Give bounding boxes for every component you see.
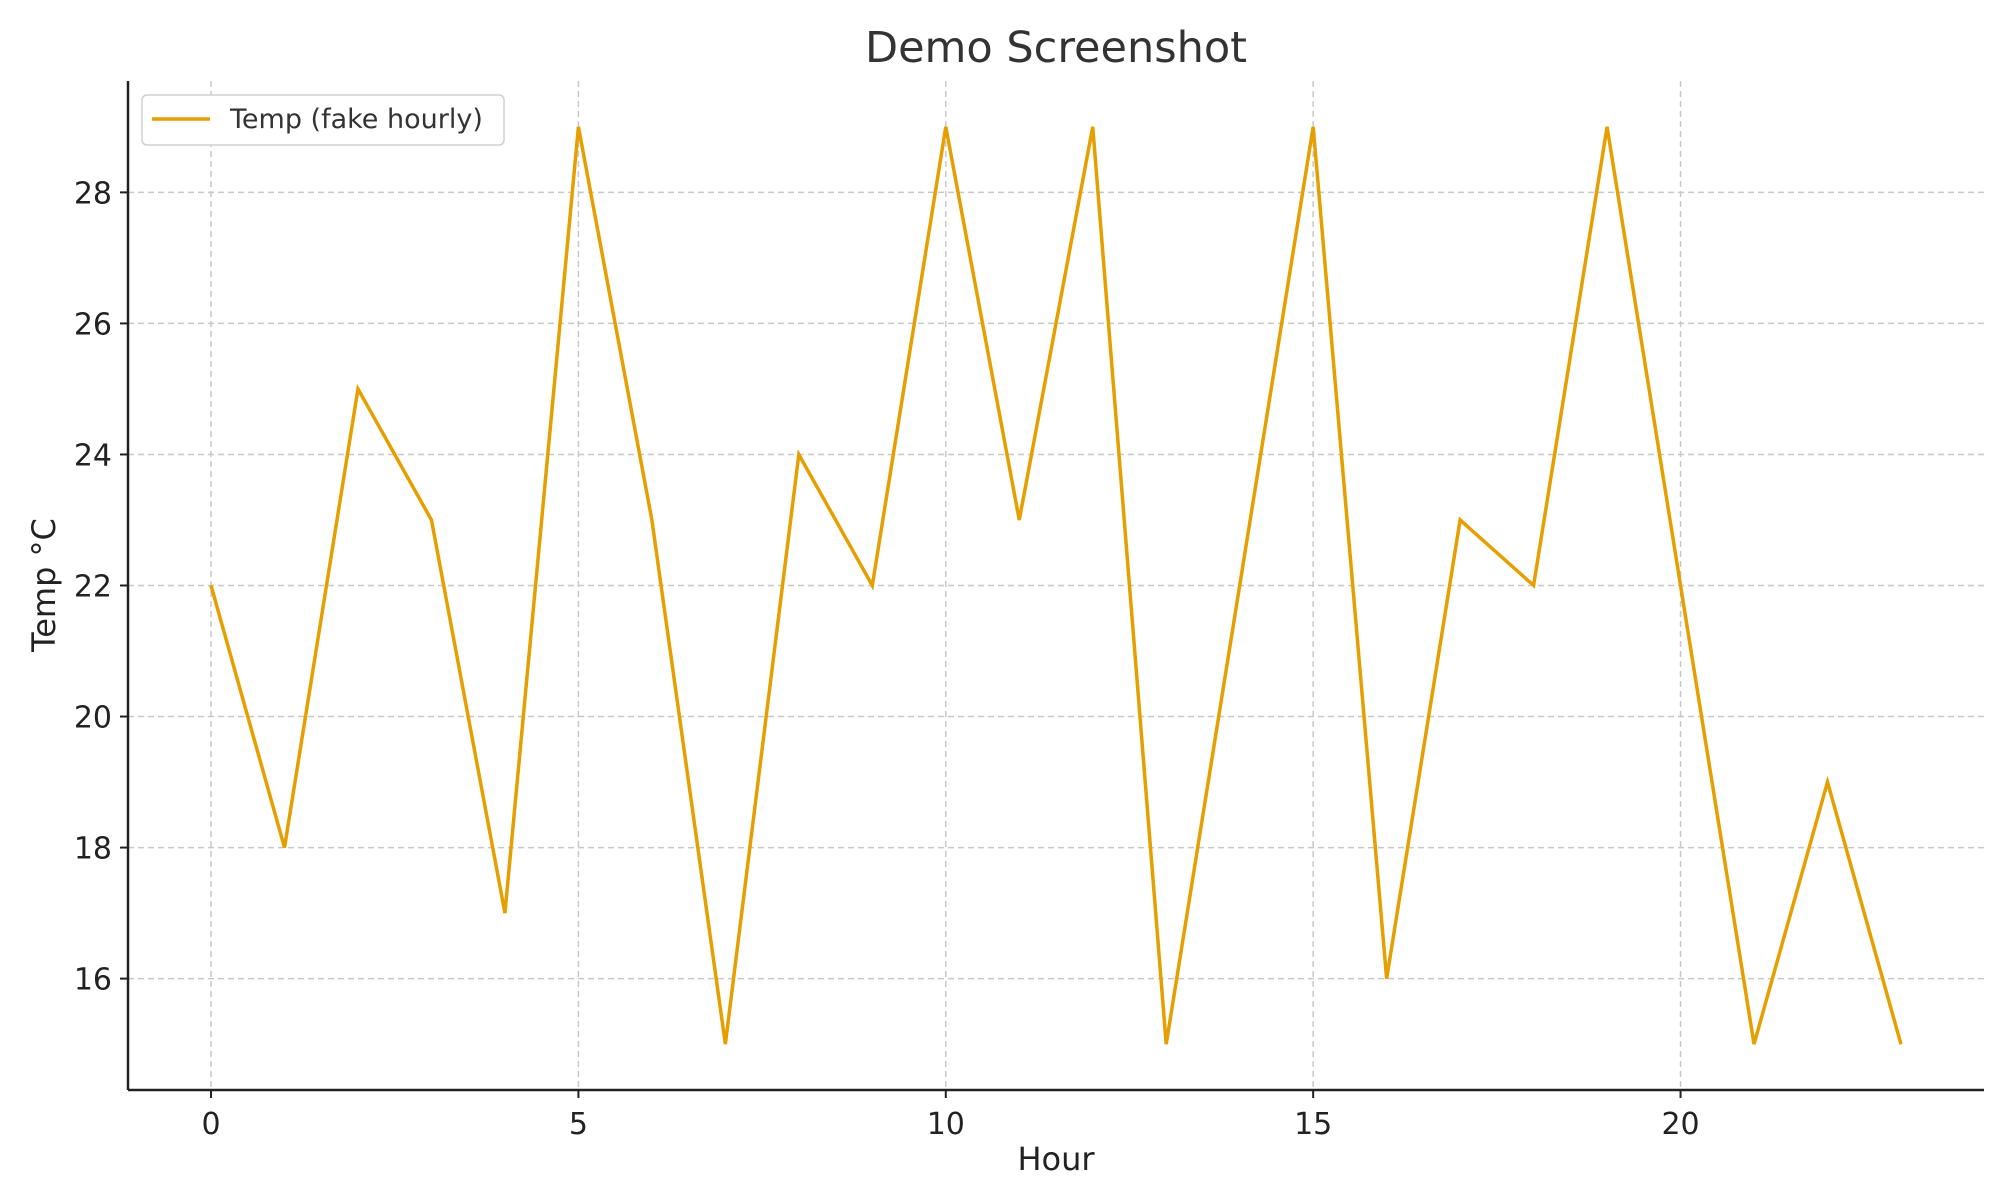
legend: Temp (fake hourly) — [141, 94, 505, 146]
x-tick-label: 15 — [1294, 1107, 1332, 1142]
data-point — [1092, 126, 1094, 128]
data-point — [1386, 978, 1388, 980]
y-tick-label: 28 — [74, 176, 112, 211]
data-point — [651, 519, 653, 521]
data-point — [1312, 126, 1314, 128]
data-point — [945, 126, 947, 128]
y-tick-label: 20 — [74, 701, 112, 736]
series-line — [209, 126, 1903, 1045]
x-tick-label: 0 — [201, 1107, 220, 1142]
data-point — [1753, 1043, 1755, 1045]
data-point — [1680, 585, 1682, 586]
data-point — [724, 1043, 726, 1045]
data-point — [1533, 585, 1535, 586]
series-layer — [209, 126, 1903, 1045]
data-point — [1606, 126, 1608, 128]
data-point — [1459, 519, 1461, 521]
axes — [126, 81, 1984, 1092]
data-point — [1018, 519, 1020, 521]
chart-title: Demo Screenshot — [865, 23, 1247, 73]
legend-box — [141, 94, 505, 146]
data-point — [1239, 585, 1241, 586]
data-point — [871, 585, 873, 586]
data-point — [1827, 781, 1828, 783]
y-tick-label: 22 — [74, 570, 112, 605]
x-axis-label: Hour — [1017, 1140, 1095, 1178]
ticks: 0 5 10 15 20 16 18 20 22 24 26 28 — [74, 176, 1700, 1142]
y-tick-label: 24 — [74, 438, 112, 473]
data-point — [210, 585, 212, 586]
data-point — [504, 912, 506, 914]
x-tick-label: 5 — [569, 1107, 588, 1142]
grid — [128, 81, 1984, 1090]
data-point — [577, 126, 579, 128]
data-point — [357, 388, 359, 390]
data-point — [1165, 1043, 1167, 1045]
legend-label: Temp (fake hourly) — [229, 104, 483, 135]
x-tick-label: 10 — [927, 1107, 965, 1142]
y-tick-label: 16 — [74, 963, 112, 998]
data-point — [798, 453, 800, 455]
y-tick-label: 26 — [74, 307, 112, 342]
data-point — [430, 519, 432, 521]
x-tick-label: 20 — [1661, 1107, 1699, 1142]
data-point — [1900, 1043, 1902, 1045]
y-axis-label: Temp °C — [25, 518, 63, 653]
y-tick-label: 18 — [74, 832, 112, 867]
data-point — [284, 847, 285, 849]
